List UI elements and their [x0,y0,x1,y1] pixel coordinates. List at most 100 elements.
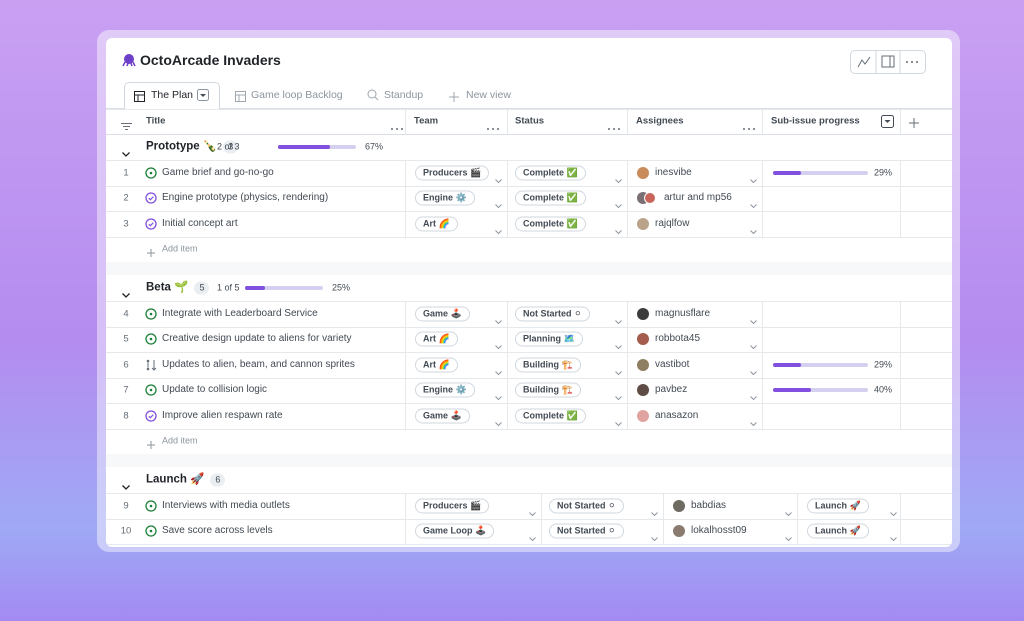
team-pill[interactable]: Art 🌈 [415,357,458,373]
dropdown-chevron [785,504,792,520]
phase-pill[interactable]: Launch 🚀 [807,523,869,539]
column-dropdown [881,115,894,132]
status-pill[interactable]: Complete ✅ [515,165,586,181]
progress-bar [773,388,811,393]
status-pill[interactable]: Not Started ⚪ [549,498,624,514]
phase-pill[interactable]: Launch 🚀 [807,498,869,514]
status-pill[interactable]: Building 🏗️ [515,382,581,398]
tab-label[interactable]: New view [466,88,511,101]
team-pill[interactable]: Art 🌈 [415,331,458,347]
column-line [627,109,628,134]
open-issue-icon [145,384,157,400]
dropdown-chevron [750,222,757,238]
team-pill[interactable]: Art 🌈 [415,216,458,232]
column-line [762,403,763,429]
status-pill[interactable]: Not Started ⚪ [515,306,590,322]
item-title[interactable]: Update to collision logic [162,384,268,396]
column-line [507,185,508,211]
assignee[interactable]: vastibot [655,358,690,370]
add-item[interactable]: Add item [162,243,198,254]
status-pill[interactable]: Complete ✅ [515,190,586,206]
assignee[interactable]: pavbez [655,384,688,396]
assignee[interactable]: anasazon [655,409,699,421]
item-title[interactable]: Creative design update to aliens for var… [162,333,352,345]
collapse-chevron [122,286,130,302]
item-title[interactable]: Updates to alien, beam, and cannon sprit… [162,358,355,370]
team-pill[interactable]: Game 🕹️ [415,408,470,424]
assignee[interactable]: magnusflare [655,307,711,319]
progress-bar [773,170,801,175]
item-title[interactable]: Save score across levels [162,525,273,537]
dropdown-chevron [890,529,897,545]
dropdown-chevron [495,363,502,379]
column-line [900,377,901,403]
column-line [762,109,763,134]
item-title[interactable]: Improve alien respawn rate [162,409,283,421]
progress-bar [245,286,265,290]
item-title[interactable]: Integrate with Leaderboard Service [162,307,318,319]
toolbar[interactable] [850,50,926,74]
group-count: 6 [210,473,226,487]
column-line [627,403,628,429]
status-pill[interactable]: Complete ✅ [515,408,586,424]
assignee[interactable]: babdias [691,499,727,511]
dropdown-chevron [529,529,536,545]
group-count: 5 [194,281,210,295]
assignee[interactable]: lokalhosst09 [691,525,747,537]
item-percent: 40% [874,384,893,395]
row-number: 7 [123,384,129,396]
dropdown-chevron [750,312,757,328]
assignee[interactable]: robbota45 [655,333,701,345]
assignee[interactable]: rajqlfow [655,217,690,229]
row-border [106,493,952,494]
team-pill[interactable]: Producers 🎬 [415,165,490,181]
item-title[interactable]: Game brief and go-no-go [162,166,274,178]
item-title[interactable]: Engine prototype (physics, rendering) [162,192,329,204]
avatar [673,499,685,512]
column-line [762,211,763,237]
column-line [405,403,406,429]
avatar [637,307,649,320]
tab-label[interactable]: Standup [384,88,424,101]
team-pill[interactable]: Engine ⚙️ [415,190,475,206]
dropdown-chevron [495,196,502,212]
row-number: 4 [123,308,129,319]
column-menu [607,119,621,135]
status-pill[interactable]: Complete ✅ [515,216,586,232]
column-line [627,301,628,327]
progress-bar [773,362,801,367]
team-pill[interactable]: Producers 🎬 [415,498,490,514]
column-menu [742,119,756,135]
column-line [900,301,901,327]
item-title[interactable]: Interviews with media outlets [162,499,290,511]
status-pill[interactable]: Building 🏗️ [515,357,581,373]
team-pill[interactable]: Game Loop 🕹️ [415,523,495,539]
column-menu [390,119,404,135]
team-pill[interactable]: Engine ⚙️ [415,382,475,398]
row-border [106,301,952,302]
status-pill[interactable]: Planning 🗺️ [515,331,583,347]
assignee[interactable]: artur and mp56 [664,192,732,204]
open-issue-icon [145,308,157,324]
tab-label[interactable]: The Plan [151,88,194,101]
row-border [106,236,952,238]
group-gap [106,261,952,275]
column-line [627,185,628,211]
column-line [762,301,763,327]
team-pill[interactable]: Game 🕹️ [415,306,470,322]
add-item[interactable]: Add item [162,435,198,446]
avatar [637,358,649,371]
column-header: Status [515,115,545,127]
tab-label[interactable]: Game loop Backlog [251,88,343,101]
progress-track [245,286,323,290]
dropdown-chevron [495,171,502,187]
status-pill[interactable]: Not Started ⚪ [549,523,624,539]
item-title[interactable]: Initial concept art [162,217,238,229]
column-line [405,518,406,544]
row-border [106,211,952,212]
assignee[interactable]: inesvibe [655,166,692,178]
column-line [405,109,406,134]
dropdown-chevron [750,171,757,187]
progress-track [773,362,868,367]
